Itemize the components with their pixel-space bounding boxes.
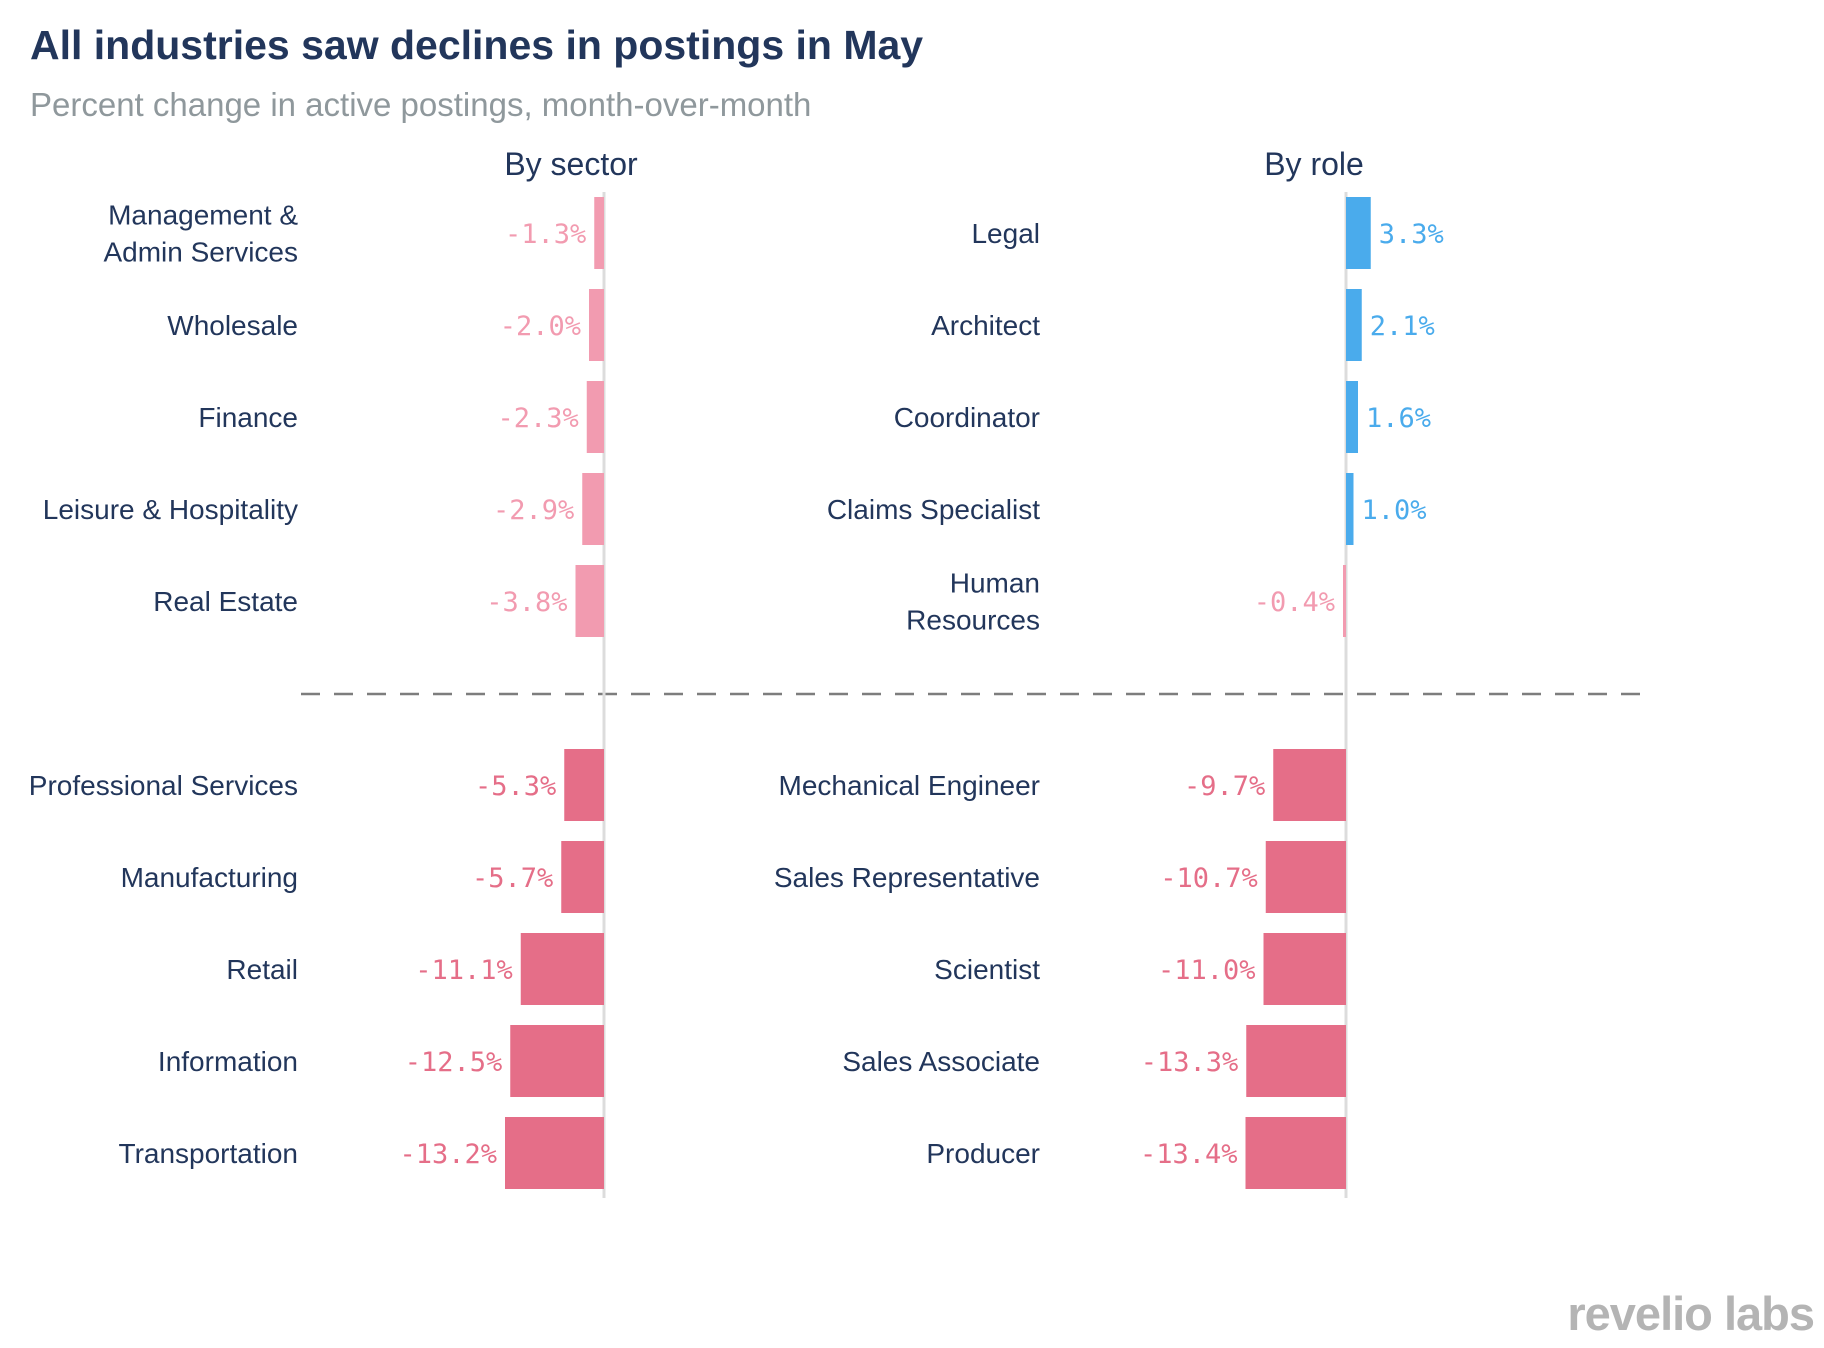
by-role-category-sales-associate: Sales Associate [842,1046,1040,1077]
by-role-value-coordinator: 1.6% [1366,403,1431,434]
revelio-labs-logo: revelio labs [1567,1287,1815,1340]
by-sector-value-retail: -11.1% [415,955,513,986]
by-role-category-claims-specialist: Claims Specialist [827,494,1040,525]
by-role-bar-scientist [1263,933,1346,1005]
by-role-bar-producer [1245,1117,1346,1189]
chart-title: All industries saw declines in postings … [30,22,924,68]
by-sector-bar-management-admin-services [594,197,604,269]
by-sector-category-wholesale: Wholesale [167,310,298,341]
by-sector-category-retail: Retail [226,954,298,985]
by-role-value-scientist: -11.0% [1158,955,1256,986]
by-role-category-coordinator: Coordinator [894,402,1040,433]
by-sector-bar-manufacturing [561,841,604,913]
by-sector-value-professional-services: -5.3% [475,771,556,802]
by-role-category-producer: Producer [926,1138,1040,1169]
by-sector-bar-wholesale [589,289,604,361]
by-sector-bar-leisure-hospitality [582,473,604,545]
by-role-category-legal: Legal [971,218,1040,249]
by-role-bar-sales-associate [1246,1025,1346,1097]
by-role-category-scientist: Scientist [934,954,1040,985]
by-sector-category-finance: Finance [198,402,298,433]
by-role-value-sales-associate: -13.3% [1141,1047,1239,1078]
by-sector-bar-professional-services [564,749,604,821]
by-role-value-claims-specialist: 1.0% [1362,495,1427,526]
by-role-bar-coordinator [1346,381,1358,453]
by-sector-value-wholesale: -2.0% [500,311,581,342]
by-role-value-architect: 2.1% [1370,311,1435,342]
by-role-bar-sales-representative [1265,841,1346,913]
by-sector-category-leisure-hospitality: Leisure & Hospitality [43,494,298,525]
by-sector-value-real-estate: -3.8% [486,587,567,618]
chart-subtitle: Percent change in active postings, month… [30,86,812,123]
by-role-bar-claims-specialist [1346,473,1354,545]
by-sector-value-management-admin-services: -1.3% [505,219,586,250]
by-role-value-human-resources: -0.4% [1254,587,1335,618]
by-role-panel-title: By role [1264,146,1364,182]
by-role-value-legal: 3.3% [1379,219,1444,250]
by-sector-bar-information [510,1025,604,1097]
by-role-value-mechanical-engineer: -9.7% [1184,771,1265,802]
by-role-bar-architect [1346,289,1362,361]
by-role-bar-human-resources [1343,565,1346,637]
by-sector-category-management-admin-services: Management & Admin Services [103,200,298,268]
by-sector-bar-transportation [505,1117,604,1189]
by-sector-value-finance: -2.3% [497,403,578,434]
by-role-bar-legal [1346,197,1371,269]
by-role-category-human-resources: Human Resources [906,568,1040,636]
by-role-category-mechanical-engineer: Mechanical Engineer [779,770,1041,801]
by-sector-panel-title: By sector [504,146,638,182]
by-sector-category-professional-services: Professional Services [29,770,298,801]
by-role-category-architect: Architect [931,310,1040,341]
by-sector-category-manufacturing: Manufacturing [121,862,298,893]
by-sector-category-information: Information [158,1046,298,1077]
by-role-value-producer: -13.4% [1140,1139,1238,1170]
by-sector-category-real-estate: Real Estate [153,586,298,617]
by-sector-value-transportation: -13.2% [399,1139,497,1170]
by-role-category-sales-representative: Sales Representative [774,862,1040,893]
by-sector-value-leisure-hospitality: -2.9% [493,495,574,526]
by-sector-bar-real-estate [575,565,604,637]
by-sector-bar-finance [586,381,604,453]
by-role-value-sales-representative: -10.7% [1160,863,1258,894]
by-sector-value-manufacturing: -5.7% [472,863,553,894]
by-sector-bar-retail [520,933,604,1005]
by-role-bar-mechanical-engineer [1273,749,1346,821]
by-sector-category-transportation: Transportation [119,1138,299,1169]
by-sector-value-information: -12.5% [405,1047,503,1078]
